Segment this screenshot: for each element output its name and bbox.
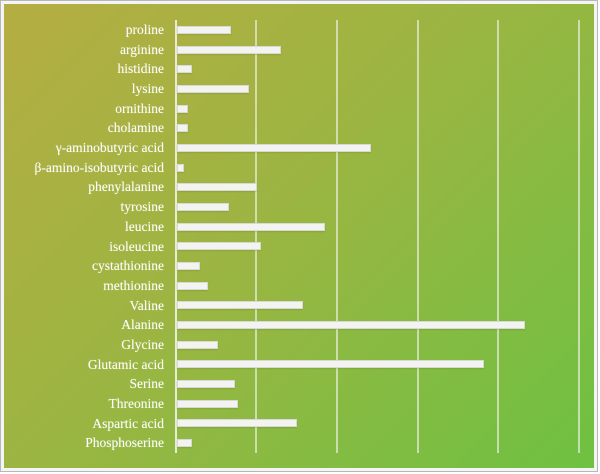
category-label: cystathionine: [92, 258, 164, 274]
chart-row: [175, 256, 593, 276]
bar: [177, 222, 325, 231]
chart-row: [175, 296, 593, 316]
chart-row: [175, 394, 593, 414]
chart-row: [175, 158, 593, 178]
bar: [177, 183, 258, 192]
bar: [177, 242, 262, 251]
gridline: [416, 20, 419, 453]
bar: [177, 399, 239, 408]
chart-row: [175, 99, 593, 119]
category-label: Phosphoserine: [85, 435, 164, 451]
bar: [177, 262, 201, 270]
chart-row: [175, 374, 593, 394]
bar: [177, 360, 485, 369]
category-label: Alanine: [121, 317, 164, 333]
bar: [177, 340, 219, 349]
chart-row: [175, 197, 593, 217]
chart-canvas: proline arginine histidine lysine ornithine c…: [4, 4, 594, 468]
bar: [177, 104, 189, 113]
category-label: γ-aminobutyric acid: [55, 140, 164, 156]
y-axis-line: [175, 20, 177, 453]
chart-row: [175, 40, 593, 60]
chart-row: [175, 20, 593, 40]
gridline: [497, 20, 500, 453]
category-label: Valine: [129, 297, 165, 313]
bar: [177, 163, 185, 172]
chart-row: [175, 414, 593, 434]
category-label: Aspartic acid: [92, 415, 164, 431]
bar: [177, 124, 188, 133]
bar: [177, 45, 282, 54]
chart-row: [175, 433, 593, 453]
category-label: β-amino-isobutyric acid: [34, 159, 164, 175]
category-label: methionine: [103, 277, 164, 293]
bar: [177, 380, 236, 389]
category-label: histidine: [117, 61, 165, 77]
category-label: proline: [125, 22, 164, 37]
bar: [177, 439, 193, 448]
chart-row: [175, 276, 593, 296]
category-label: lysine: [131, 81, 164, 97]
chart-row: [175, 118, 593, 138]
bar: [177, 25, 232, 34]
chart-row: [175, 315, 593, 335]
category-label: cholamine: [107, 120, 164, 136]
category-label: ornithine: [115, 100, 164, 116]
bar: [177, 321, 525, 330]
chart-row: [175, 79, 593, 99]
chart-row: [175, 237, 593, 257]
category-label: Threonine: [108, 395, 164, 411]
category-label: Serine: [129, 376, 165, 392]
gridline: [335, 20, 338, 453]
plot-area: [175, 20, 593, 453]
gridline: [254, 20, 257, 453]
chart-row: [175, 59, 593, 79]
bar: [177, 84, 249, 93]
category-label: Glycine: [121, 336, 164, 352]
bar: [177, 143, 372, 152]
category-label: leucine: [125, 218, 164, 234]
category-label: Glutamic acid: [87, 356, 164, 372]
category-label: arginine: [120, 41, 164, 57]
chart-row: [175, 335, 593, 355]
gridline: [578, 20, 581, 453]
chart-row: [175, 138, 593, 158]
chart-row: [175, 355, 593, 375]
bar: [177, 419, 298, 428]
category-label: phenylalanine: [88, 179, 164, 195]
bar: [177, 65, 192, 74]
bar: [177, 202, 229, 211]
chart-row: [175, 217, 593, 237]
category-label: tyrosine: [120, 199, 165, 215]
bar: [177, 301, 304, 310]
category-axis-labels: proline arginine histidine lysine ornithine c…: [4, 20, 164, 453]
category-label: isoleucine: [109, 238, 164, 254]
bar: [177, 281, 208, 290]
chart-row: [175, 177, 593, 197]
